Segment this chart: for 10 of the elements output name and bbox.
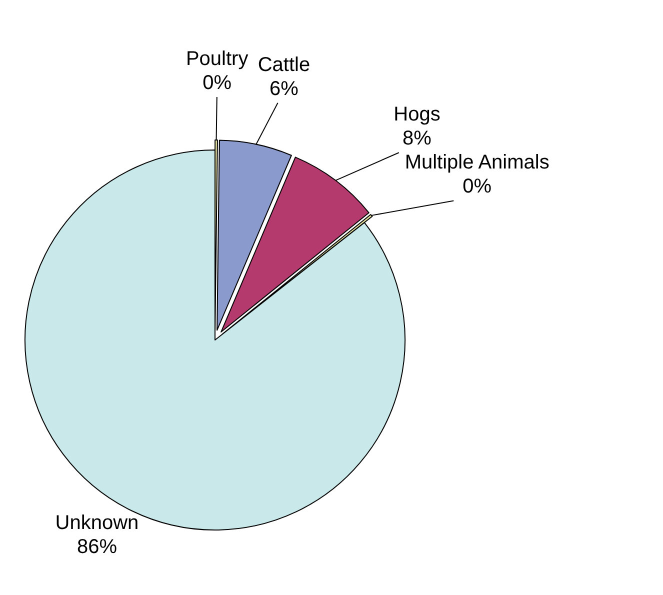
slice-label: Multiple Animals [404,152,550,174]
slice-label: Unknown [55,512,139,534]
data-label: 6% [270,78,299,100]
data-label: 86% [76,536,118,558]
data-label: 0% [462,176,492,198]
data-label: 8% [402,128,432,150]
data-label: 0% [202,72,232,94]
slice-label: Hogs [394,104,440,126]
slice-label: Poultry [186,48,248,70]
slice-label: Cattle [258,54,310,76]
